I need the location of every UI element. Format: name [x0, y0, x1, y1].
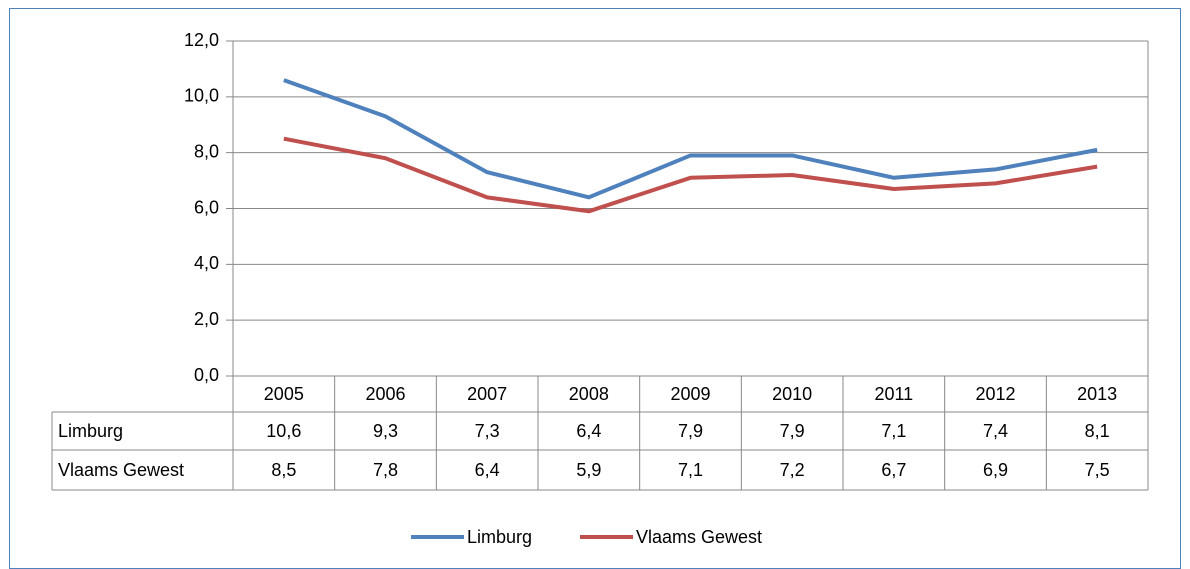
y-tick-label: 8,0: [194, 141, 219, 161]
legend-label: Limburg: [467, 527, 532, 547]
series-line: [283, 78, 1098, 200]
x-tick-label: 2007: [467, 384, 507, 404]
x-tick-label: 2012: [975, 384, 1015, 404]
table-value: 6,4: [576, 421, 601, 441]
legend-label: Vlaams Gewest: [636, 527, 762, 547]
y-tick-label: 0,0: [194, 365, 219, 385]
table-value: 10,6: [266, 421, 301, 441]
series-line: [283, 136, 1098, 214]
table-value: 7,5: [1085, 460, 1110, 480]
x-tick-label: 2006: [365, 384, 405, 404]
x-tick-label: 2010: [772, 384, 812, 404]
table-value: 5,9: [576, 460, 601, 480]
table-value: 6,9: [983, 460, 1008, 480]
y-tick-label: 4,0: [194, 253, 219, 273]
y-tick-label: 6,0: [194, 197, 219, 217]
table-value: 7,3: [475, 421, 500, 441]
table-value: 6,4: [475, 460, 500, 480]
table-value: 7,4: [983, 421, 1008, 441]
table-value: 9,3: [373, 421, 398, 441]
table-value: 8,1: [1085, 421, 1110, 441]
chart-frame: [9, 8, 1181, 569]
row-header: Limburg: [58, 421, 123, 441]
y-tick-label: 10,0: [184, 86, 219, 106]
x-tick-label: 2013: [1077, 384, 1117, 404]
row-header: Vlaams Gewest: [58, 460, 184, 480]
x-tick-label: 2008: [569, 384, 609, 404]
table-value: 6,7: [881, 460, 906, 480]
x-tick-label: 2009: [670, 384, 710, 404]
table-value: 7,2: [780, 460, 805, 480]
x-tick-label: 2011: [874, 384, 913, 404]
x-tick-label: 2005: [264, 384, 304, 404]
y-tick-label: 12,0: [184, 30, 219, 50]
table-value: 7,1: [678, 460, 703, 480]
table-value: 7,1: [881, 421, 906, 441]
table-value: 7,9: [678, 421, 703, 441]
y-tick-label: 2,0: [194, 309, 219, 329]
table-value: 7,8: [373, 460, 398, 480]
table-value: 7,9: [780, 421, 805, 441]
table-value: 8,5: [271, 460, 296, 480]
